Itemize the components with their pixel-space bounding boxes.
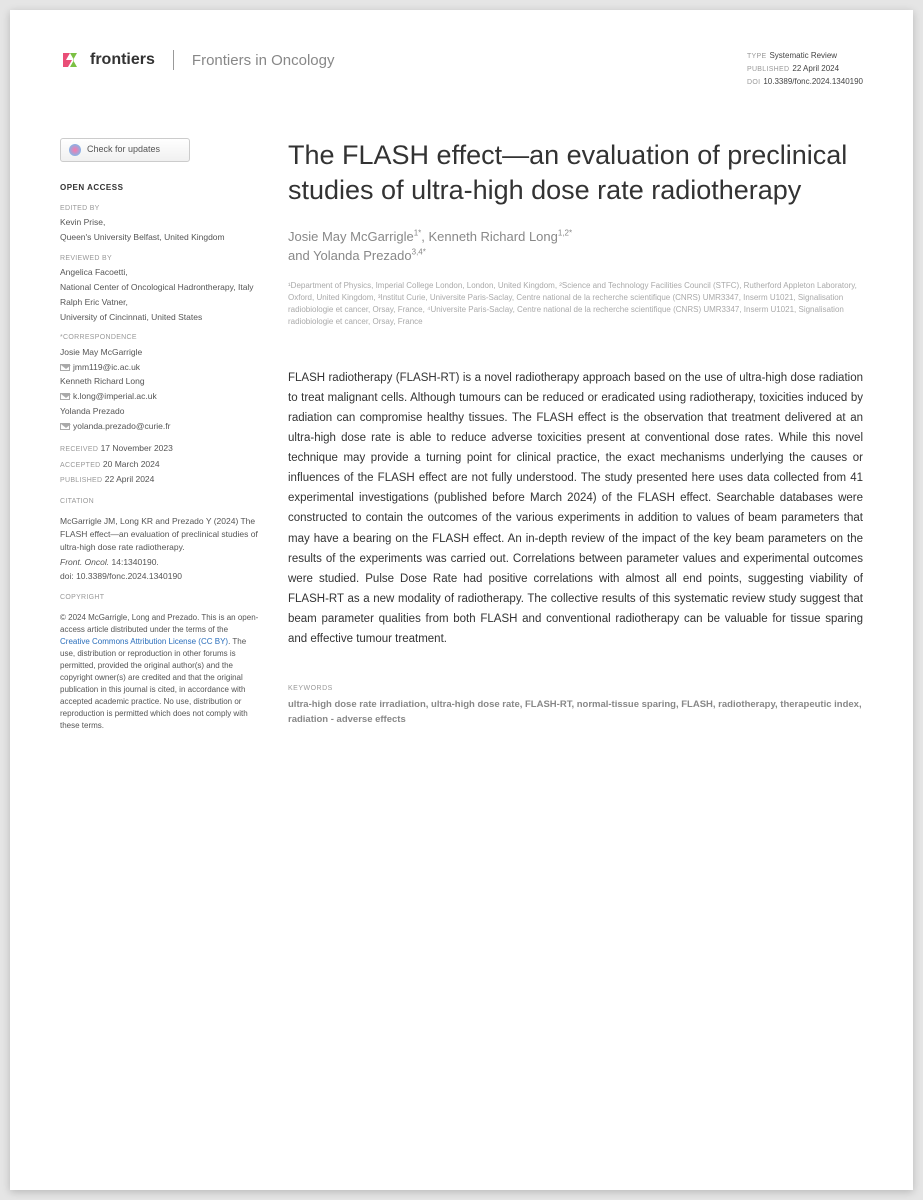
author-name: , Kenneth Richard Long (421, 229, 558, 244)
copyright-label: COPYRIGHT (60, 593, 260, 604)
published-value: 22 April 2024 (105, 474, 155, 484)
editor-affiliation: Queen's University Belfast, United Kingd… (60, 231, 260, 244)
citation-journal: Front. Oncol. (60, 557, 109, 567)
page: frontiers Frontiers in Oncology TYPESyst… (10, 10, 913, 1190)
citation-ref: 14:1340190. (112, 557, 159, 567)
check-updates-icon (69, 144, 81, 156)
open-access-heading: OPEN ACCESS (60, 182, 260, 194)
received-label: RECEIVED (60, 446, 98, 453)
correspondence-name: Yolanda Prezado (60, 405, 260, 418)
mail-icon (60, 423, 70, 430)
copyright-text: © 2024 McGarrigle, Long and Prezado. Thi… (60, 613, 258, 634)
brand-divider (173, 50, 174, 70)
keywords: ultra-high dose rate irradiation, ultra-… (288, 698, 863, 727)
meta-doi-value: 10.3389/fonc.2024.1340190 (763, 77, 863, 86)
author-sup: 3,4* (412, 248, 426, 257)
meta-type-label: TYPE (747, 53, 766, 60)
cc-by-link[interactable]: Creative Commons Attribution License (CC… (60, 637, 228, 646)
mail-icon (60, 364, 70, 371)
meta-doi-label: DOI (747, 79, 760, 86)
affiliations: ¹Department of Physics, Imperial College… (288, 280, 863, 328)
content: Check for updates OPEN ACCESS EDITED BY … (60, 138, 863, 731)
edited-by-label: EDITED BY (60, 204, 260, 215)
meta-published-label: PUBLISHED (747, 66, 789, 73)
authors: Josie May McGarrigle1*, Kenneth Richard … (288, 227, 863, 266)
frontiers-logo-icon (60, 50, 80, 70)
meta-published-value: 22 April 2024 (792, 64, 839, 73)
reviewer-affiliation: University of Cincinnati, United States (60, 311, 260, 324)
journal-name: Frontiers in Oncology (192, 52, 335, 69)
author-name: Josie May McGarrigle (288, 229, 414, 244)
copyright-text: . The use, distribution or reproduction … (60, 637, 248, 730)
correspondence-name: Josie May McGarrigle (60, 346, 260, 359)
brand-block: frontiers Frontiers in Oncology (60, 50, 334, 70)
reviewed-by-label: REVIEWED BY (60, 254, 260, 265)
sidebar: Check for updates OPEN ACCESS EDITED BY … (60, 138, 260, 731)
published-label: PUBLISHED (60, 477, 102, 484)
citation-block: McGarrigle JM, Long KR and Prezado Y (20… (60, 515, 260, 583)
header: frontiers Frontiers in Oncology TYPESyst… (60, 50, 863, 88)
accepted-value: 20 March 2024 (103, 459, 160, 469)
check-updates-button[interactable]: Check for updates (60, 138, 190, 162)
editor-name: Kevin Prise, (60, 216, 260, 229)
publication-metadata: TYPESystematic Review PUBLISHED22 April … (747, 50, 863, 88)
reviewer-name: Angelica Facoetti, (60, 266, 260, 279)
received-value: 17 November 2023 (101, 443, 173, 453)
main-column: The FLASH effect—an evaluation of precli… (288, 138, 863, 731)
reviewer-affiliation: National Center of Oncological Hadronthe… (60, 281, 260, 294)
correspondence-email: k.long@imperial.ac.uk (73, 391, 157, 401)
reviewer-name: Ralph Eric Vatner, (60, 296, 260, 309)
citation-text: McGarrigle JM, Long KR and Prezado Y (20… (60, 515, 260, 553)
citation-doi: doi: 10.3389/fonc.2024.1340190 (60, 570, 260, 583)
abstract: FLASH radiotherapy (FLASH-RT) is a novel… (288, 368, 863, 650)
article-title: The FLASH effect—an evaluation of precli… (288, 138, 863, 208)
check-updates-label: Check for updates (87, 143, 160, 157)
meta-type-value: Systematic Review (769, 51, 837, 60)
correspondence-email: jmm119@ic.ac.uk (73, 362, 140, 372)
correspondence-email: yolanda.prezado@curie.fr (73, 421, 170, 431)
citation-label: CITATION (60, 497, 260, 508)
keywords-label: KEYWORDS (288, 685, 863, 692)
accepted-label: ACCEPTED (60, 462, 101, 469)
brand-text: frontiers (90, 51, 155, 69)
correspondence-label: *CORRESPONDENCE (60, 333, 260, 344)
author-name: and Yolanda Prezado (288, 248, 412, 263)
correspondence-name: Kenneth Richard Long (60, 375, 260, 388)
mail-icon (60, 393, 70, 400)
copyright-block: © 2024 McGarrigle, Long and Prezado. Thi… (60, 612, 260, 732)
author-sup: 1,2* (558, 228, 572, 237)
